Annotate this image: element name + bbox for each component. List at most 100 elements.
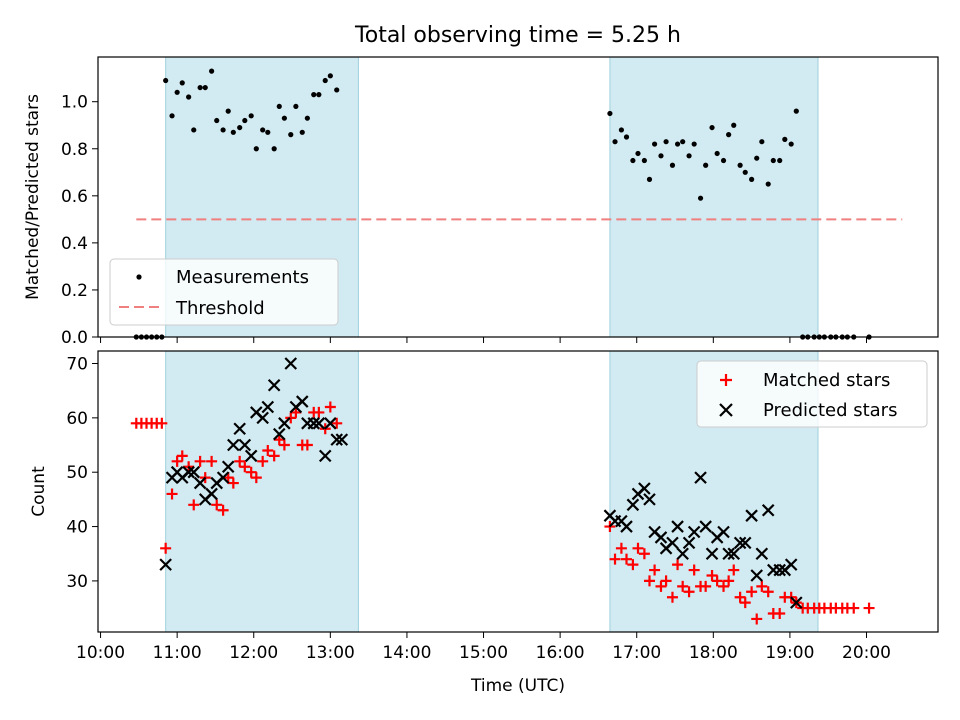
- measurement-point: [663, 139, 669, 145]
- matched-star-point: [739, 597, 751, 609]
- predicted-star-point: [638, 482, 651, 495]
- measurement-point: [179, 80, 185, 86]
- ratio-panel-frame: [97, 56, 939, 338]
- predicted-star-point: [187, 465, 201, 479]
- predicted-star-point: [620, 520, 633, 533]
- measurement-point: [669, 162, 676, 168]
- predicted-star-point: [738, 536, 752, 550]
- measurement-point: [674, 141, 681, 147]
- predicted-star-point: [687, 525, 701, 539]
- ratio-legend: Measurements Threshold: [109, 258, 339, 326]
- matched-star-point: [273, 434, 285, 446]
- matched-star-point: [672, 559, 684, 571]
- predicted-star-point: [272, 427, 286, 441]
- measurement-point: [714, 150, 720, 157]
- measurement-point: [680, 139, 686, 145]
- predicted-star-point: [784, 558, 798, 571]
- matched-star-point: [166, 488, 178, 500]
- y-tick-label: 40: [66, 518, 88, 538]
- count-y-axis-label: Count: [29, 466, 49, 517]
- count-axes: 30 40 50 60 70 10:00 11:00 12:00 13:00 14:00 15:00…: [66, 355, 891, 663]
- measurement-point: [202, 84, 208, 91]
- measurement-point: [304, 115, 310, 121]
- matched-star-point: [301, 439, 313, 451]
- matched-star-point: [863, 602, 875, 614]
- predicted-star-point: [227, 438, 240, 452]
- predicted-star-point: [318, 449, 332, 463]
- count-points: [130, 357, 875, 625]
- measurement-point: [253, 146, 259, 152]
- measurement-point: [281, 115, 287, 121]
- matched-star-point: [234, 455, 246, 467]
- x-tick-label: 16:00: [536, 643, 585, 663]
- predicted-star-point: [676, 547, 689, 561]
- matched-star-point: [156, 417, 168, 429]
- y-tick-label: 1.0: [61, 93, 88, 113]
- predicted-star-point: [790, 596, 803, 609]
- measurement-point: [658, 153, 664, 159]
- predicted-star-point: [727, 547, 741, 561]
- measurement-point: [749, 176, 755, 182]
- measurement-point: [237, 124, 243, 131]
- predicted-star-point: [256, 411, 269, 425]
- measurement-point: [214, 117, 220, 124]
- predicted-star-point: [682, 536, 696, 550]
- matched-star-point: [245, 466, 257, 478]
- matched-star-point: [649, 564, 661, 576]
- predicted-star-point: [755, 547, 769, 561]
- y-tick-label: 0.8: [61, 140, 88, 160]
- predicted-star-point: [694, 471, 707, 484]
- measurement-point: [646, 176, 653, 182]
- predicted-star-point: [761, 503, 775, 517]
- measurement-point: [793, 108, 799, 114]
- measurement-point: [686, 153, 692, 159]
- matched-star-point: [638, 548, 650, 560]
- measurement-point: [607, 110, 613, 117]
- matched-star-point: [728, 564, 740, 576]
- measurement-point: [641, 157, 647, 164]
- matched-star-point: [194, 455, 206, 467]
- predicted-star-point: [278, 417, 291, 430]
- legend-measurements-label: Measurements: [176, 267, 309, 288]
- matched-star-point: [762, 586, 774, 598]
- measurement-point: [276, 103, 282, 110]
- measurement-point: [174, 89, 180, 95]
- matched-star-point: [746, 586, 758, 598]
- predicted-star-point: [238, 438, 252, 452]
- x-tick-label: 20:00: [842, 643, 891, 663]
- matched-star-point: [660, 575, 672, 587]
- predicted-star-point: [205, 487, 218, 501]
- predicted-star-point: [654, 531, 668, 544]
- matched-star-point: [217, 504, 229, 516]
- matched-star-point: [848, 602, 860, 614]
- matched-star-point: [683, 586, 695, 598]
- matched-star-point: [290, 406, 302, 418]
- matched-star-point: [627, 559, 639, 571]
- figure-title: Total observing time = 5.25 h: [354, 23, 681, 48]
- measurement-point: [225, 108, 231, 114]
- measurement-point: [788, 141, 794, 147]
- x-tick-label: 17:00: [612, 643, 661, 663]
- matched-star-point: [718, 580, 730, 592]
- measurement-point: [720, 157, 727, 164]
- measurement-point: [691, 141, 697, 147]
- matched-star-point: [227, 477, 239, 489]
- x-tick-label: 19:00: [765, 643, 814, 663]
- predicted-star-point: [699, 520, 712, 533]
- measurement-point: [759, 139, 765, 145]
- measurement-point: [271, 146, 277, 152]
- measurement-point: [260, 127, 266, 133]
- matched-star-point: [239, 461, 251, 473]
- predicted-star-point: [312, 417, 326, 430]
- matched-star-point: [324, 401, 336, 413]
- matched-star-point: [700, 580, 712, 592]
- measurement-point: [770, 157, 776, 164]
- matched-star-point: [257, 455, 269, 467]
- matched-star-point: [666, 591, 678, 603]
- predicted-star-point: [666, 536, 679, 550]
- count-panel-frame: [97, 350, 939, 633]
- predicted-star-point: [733, 536, 747, 550]
- measurement-point: [197, 84, 203, 91]
- measurement-point: [618, 127, 625, 133]
